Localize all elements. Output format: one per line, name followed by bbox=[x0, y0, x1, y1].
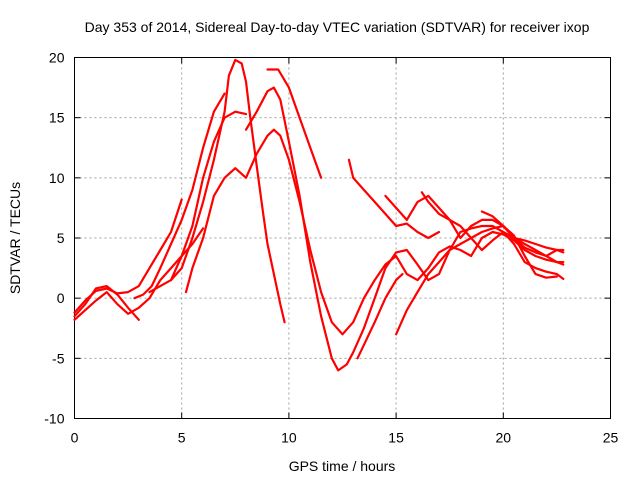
series-track-10 bbox=[347, 158, 441, 240]
chart-title: Day 353 of 2014, Sidereal Day-to-day VTE… bbox=[85, 19, 590, 35]
series-track-4 bbox=[133, 92, 226, 300]
series-track-7 bbox=[184, 128, 565, 336]
series-track-11 bbox=[384, 194, 565, 264]
series-track-13 bbox=[395, 224, 559, 336]
series-track-2 bbox=[73, 227, 205, 321]
y-tick-label: 15 bbox=[49, 110, 65, 126]
x-tick-label: 25 bbox=[603, 430, 619, 446]
series-track-6 bbox=[169, 58, 286, 324]
x-tick-label: 20 bbox=[496, 430, 512, 446]
x-axis-label: GPS time / hours bbox=[289, 458, 396, 474]
series-track-15 bbox=[480, 210, 565, 258]
y-tick-label: -10 bbox=[44, 411, 64, 427]
axis-ticks: 0 5 10 15 20 25 -10 -5 0 5 10 15 20 bbox=[44, 50, 618, 446]
series-track-3 bbox=[73, 285, 140, 321]
x-tick-label: 0 bbox=[71, 430, 79, 446]
series-track-5 bbox=[148, 110, 248, 294]
y-tick-label: -5 bbox=[52, 350, 65, 366]
series-track-14 bbox=[356, 273, 404, 360]
x-tick-label: 5 bbox=[178, 430, 186, 446]
y-tick-label: 10 bbox=[49, 170, 65, 186]
series-track-12 bbox=[420, 191, 565, 280]
y-axis-label: SDTVAR / TECUs bbox=[7, 182, 23, 294]
series-track-8 bbox=[244, 86, 565, 372]
y-tick-label: 20 bbox=[49, 50, 65, 66]
x-tick-label: 15 bbox=[388, 430, 404, 446]
y-tick-label: 0 bbox=[57, 290, 65, 306]
data-series bbox=[73, 58, 565, 372]
y-tick-label: 5 bbox=[57, 230, 65, 246]
series-track-9 bbox=[266, 68, 323, 179]
grid bbox=[74, 57, 611, 419]
x-tick-label: 10 bbox=[281, 430, 297, 446]
